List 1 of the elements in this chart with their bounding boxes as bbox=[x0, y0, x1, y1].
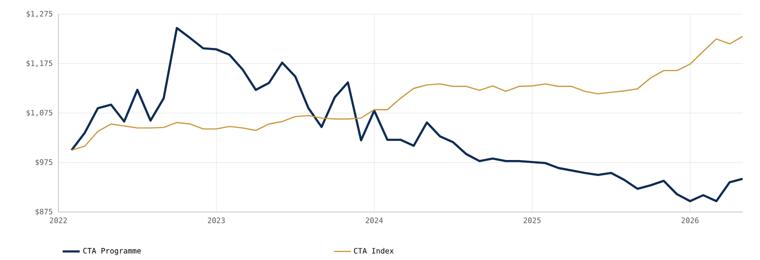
line-series bbox=[70, 36, 743, 151]
